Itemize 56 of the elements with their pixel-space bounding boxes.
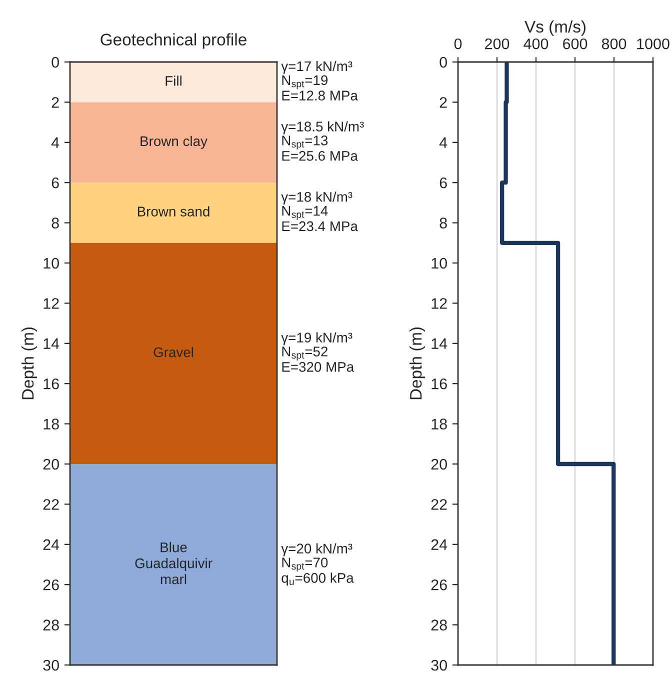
- y-tick-label: 18: [44, 418, 59, 430]
- y-axis-title: Depth (m): [22, 327, 38, 400]
- series-label: Gravel: [154, 346, 194, 358]
- series-label: Blue Guadalquivir marl: [135, 542, 212, 584]
- x-tick-label: 200: [485, 38, 510, 50]
- y-tick-label: 30: [431, 660, 447, 671]
- y-tick-label: 10: [432, 258, 447, 269]
- y-tick-label: 28: [431, 620, 447, 630]
- y-tick-label: 12: [44, 298, 59, 309]
- y-tick-label: 14: [432, 338, 448, 349]
- y-tick-label: 24: [431, 539, 448, 550]
- bar: [70, 182, 277, 243]
- series-label: Brown clay: [140, 136, 208, 149]
- y-tick-label: 2: [52, 97, 59, 108]
- y-tick-label: 0: [440, 56, 447, 68]
- chart-title: Geotechnical profile: [100, 33, 246, 49]
- y-tick-label: 22: [431, 499, 447, 510]
- series-label: Fill: [166, 76, 182, 86]
- y-tick-label: 6: [440, 177, 447, 188]
- y-tick-label: 26: [431, 579, 447, 590]
- y-tick-label: 8: [52, 218, 59, 228]
- bar: [70, 242, 277, 464]
- y-tick-label: 10: [44, 258, 59, 269]
- y-tick-label: 30: [43, 660, 59, 671]
- x-axis-title: Vs (m/s): [524, 20, 586, 36]
- y-tick-label: 4: [51, 137, 60, 148]
- y-tick-label: 18: [432, 418, 447, 430]
- y-tick-label: 4: [439, 137, 448, 148]
- bar: [70, 102, 277, 183]
- y-tick-label: 20: [43, 458, 59, 470]
- y-tick-label: 28: [43, 620, 59, 630]
- y-tick-label: 8: [440, 218, 447, 228]
- y-tick-label: 16: [44, 378, 59, 390]
- text: γ=17 kN/m³ N$_{spt}$=19 E=12.8 MPa: [281, 60, 358, 100]
- x-tick-label: 800: [602, 38, 626, 50]
- text: γ=19 kN/m³ N$_{spt}$=52 E=320 MPa: [281, 332, 354, 372]
- y-tick-label: 14: [44, 338, 60, 349]
- text: γ=20 kN/m³ N$_{spt}$=70 q$_{u}$=600 kPa: [281, 543, 354, 586]
- x-tick-label: 400: [524, 38, 548, 50]
- line-series: [500, 62, 616, 665]
- y-tick-label: 12: [432, 298, 447, 309]
- x-tick-label: 600: [563, 38, 588, 50]
- y-tick-label: 6: [52, 177, 59, 188]
- y-axis-title: Depth (m): [410, 327, 426, 400]
- y-tick-label: 26: [43, 579, 59, 590]
- y-tick-label: 0: [52, 56, 59, 68]
- series-label: Brown sand: [138, 206, 210, 216]
- text: γ=18 kN/m³ N$_{spt}$=14 E=23.4 MPa: [281, 192, 358, 232]
- y-tick-label: 20: [431, 458, 447, 470]
- y-tick-label: 22: [43, 499, 59, 510]
- text: γ=18.5 kN/m³ N$_{spt}$=13 E=25.6 MPa: [281, 121, 364, 161]
- x-tick-label: 1000: [637, 38, 670, 50]
- y-tick-label: 16: [432, 378, 447, 390]
- y-tick-label: 2: [440, 97, 447, 108]
- x-tick-label: 0: [454, 38, 462, 50]
- y-tick-label: 24: [43, 539, 60, 550]
